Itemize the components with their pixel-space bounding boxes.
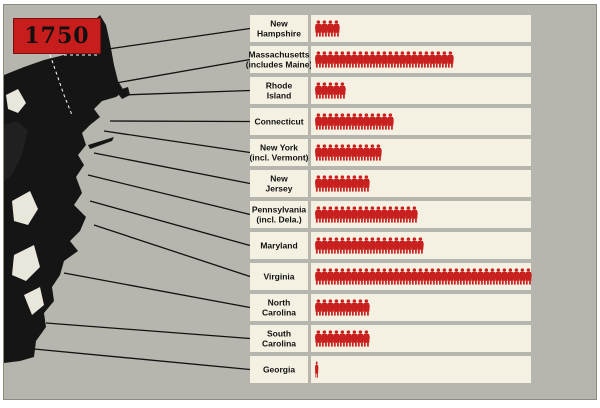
category-label-georgia: Georgia xyxy=(263,365,295,375)
bar-track-georgia xyxy=(311,356,531,383)
colonies-map xyxy=(4,15,130,363)
cape-cod xyxy=(116,87,130,99)
row-north-carolina: North Carolina xyxy=(250,294,531,321)
label-box-new-york-incl-vermont xyxy=(250,139,308,166)
category-label-line: Connecticut xyxy=(254,117,303,127)
category-label-line: North xyxy=(268,298,291,308)
row-massachusetts-includes-maine: Massachusetts (includes Maine) xyxy=(246,46,531,73)
row-new-hampshire: New Hampshire xyxy=(250,15,531,42)
label-box-massachusetts-includes-maine xyxy=(250,46,308,73)
row-south-carolina: South Carolina xyxy=(250,325,531,352)
row-georgia: Georgia xyxy=(250,356,531,383)
row-pennsylvania-incl-dela: Pennsylvania (incl. Dela.) xyxy=(250,201,531,228)
category-label-line: (incl. Dela.) xyxy=(256,215,302,225)
category-label-new-hampshire: New Hampshire xyxy=(257,19,301,39)
category-label-line: Georgia xyxy=(263,365,295,375)
chart-frame: 1750 New Hampshire Massachusetts (includes … xyxy=(3,4,597,400)
label-box-georgia xyxy=(250,356,308,383)
label-box-maryland xyxy=(250,232,308,259)
label-box-new-hampshire xyxy=(250,15,308,42)
chart-title: 1750 xyxy=(24,23,90,49)
leader-line-south-carolina xyxy=(45,322,251,340)
row-rhode-island: Rhode Island xyxy=(250,77,531,104)
leader-line-connecticut xyxy=(109,120,251,123)
row-new-york-incl-vermont: New York (incl. Vermont) xyxy=(249,139,531,166)
category-label-new-york-incl-vermont: New York (incl. Vermont) xyxy=(249,143,308,163)
category-label-north-carolina: North Carolina xyxy=(262,298,296,318)
category-label-line: Island xyxy=(267,91,292,101)
label-box-rhode-island xyxy=(250,77,308,104)
category-label-line: Pennsylvania xyxy=(252,205,307,215)
northern-boundary xyxy=(47,48,100,116)
category-label-line: (incl. Vermont) xyxy=(249,153,308,163)
category-label-line: (includes Maine) xyxy=(246,60,313,70)
category-label-line: Carolina xyxy=(262,308,296,318)
colonies-landmass xyxy=(4,15,124,363)
leader-line-maryland xyxy=(89,200,251,247)
category-label-line: Massachusetts xyxy=(249,50,310,60)
year-badge: 1750 xyxy=(14,19,100,53)
row-connecticut: Connecticut xyxy=(250,108,531,135)
leader-line-virginia xyxy=(93,224,251,278)
category-label-line: Hampshire xyxy=(257,29,301,39)
leader-lines xyxy=(33,27,251,371)
category-label-south-carolina: South Carolina xyxy=(262,329,296,349)
row-virginia: Virginia xyxy=(250,263,532,290)
leader-line-massachusetts-includes-maine xyxy=(115,58,251,84)
row-new-jersey: New Jersey xyxy=(250,170,531,197)
category-label-line: New xyxy=(270,19,288,29)
label-box-virginia xyxy=(250,263,308,290)
category-label-line: Maryland xyxy=(260,241,297,251)
leader-line-new-hampshire xyxy=(107,27,251,50)
category-label-connecticut: Connecticut xyxy=(254,117,303,127)
category-label-line: Rhode xyxy=(266,81,293,91)
category-label-massachusetts-includes-maine: Massachusetts (includes Maine) xyxy=(246,50,313,70)
category-label-pennsylvania-incl-dela: Pennsylvania (incl. Dela.) xyxy=(252,205,307,225)
upland-region xyxy=(6,89,44,315)
category-label-rhode-island: Rhode Island xyxy=(266,81,293,101)
row-maryland: Maryland xyxy=(250,232,531,259)
category-label-line: South xyxy=(267,329,291,339)
label-box-new-jersey xyxy=(250,170,308,197)
long-island xyxy=(88,137,114,149)
category-label-line: Virginia xyxy=(263,272,294,282)
leader-line-pennsylvania-incl-dela xyxy=(87,174,251,216)
label-box-north-carolina xyxy=(250,294,308,321)
label-box-connecticut xyxy=(250,108,308,135)
bar-track-new-hampshire xyxy=(311,15,531,42)
leader-line-rhode-island xyxy=(121,89,251,96)
leader-line-new-york-incl-vermont xyxy=(103,130,251,154)
western-territory xyxy=(4,121,28,181)
leader-line-north-carolina xyxy=(63,272,251,309)
label-box-pennsylvania-incl-dela xyxy=(250,201,308,228)
leader-line-georgia xyxy=(33,348,251,371)
category-label-line: Carolina xyxy=(262,339,296,349)
category-label-virginia: Virginia xyxy=(263,272,294,282)
category-label-maryland: Maryland xyxy=(260,241,297,251)
category-label-line: Jersey xyxy=(266,184,293,194)
category-label-new-jersey: New Jersey xyxy=(266,174,293,194)
category-label-line: New York xyxy=(260,143,298,153)
label-box-south-carolina xyxy=(250,325,308,352)
category-label-line: New xyxy=(270,174,288,184)
leader-line-new-jersey xyxy=(93,152,251,185)
bar-track-rhode-island xyxy=(311,77,531,104)
